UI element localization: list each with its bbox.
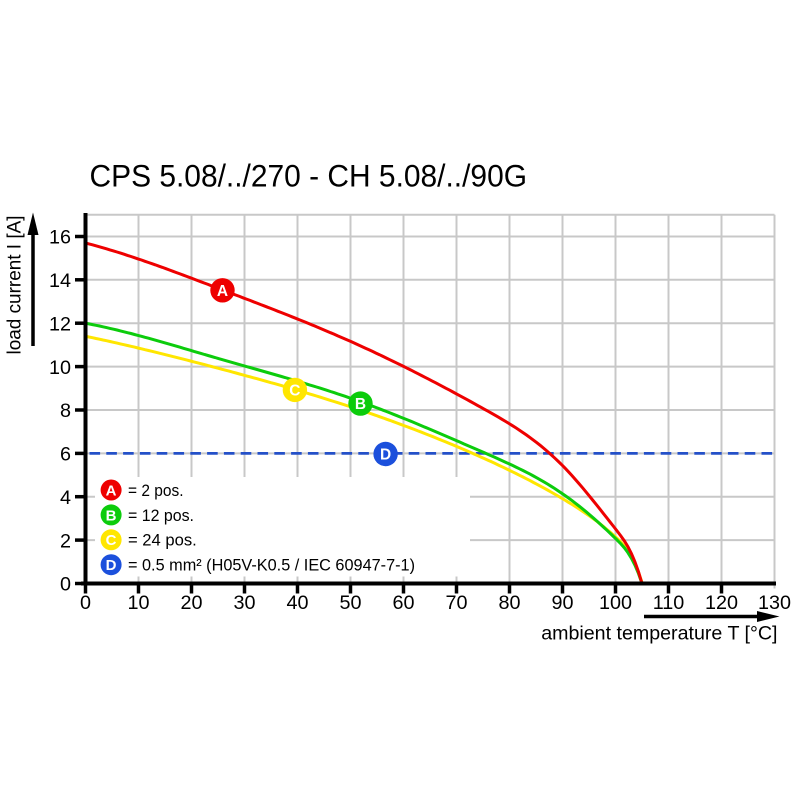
svg-text:2: 2 xyxy=(60,530,71,552)
svg-text:6: 6 xyxy=(60,444,71,466)
svg-text:4: 4 xyxy=(60,487,71,509)
svg-text:ambient temperature T [°C]: ambient temperature T [°C] xyxy=(541,623,777,645)
svg-text:14: 14 xyxy=(49,270,71,292)
svg-text:B: B xyxy=(106,507,117,524)
svg-text:C: C xyxy=(289,382,300,399)
svg-text:100: 100 xyxy=(599,592,632,614)
svg-text:16: 16 xyxy=(49,227,71,249)
svg-text:CPS 5.08/../270 - CH 5.08/../9: CPS 5.08/../270 - CH 5.08/../90G xyxy=(90,158,528,194)
svg-text:= 12 pos.: = 12 pos. xyxy=(128,507,194,525)
svg-text:C: C xyxy=(106,532,117,549)
svg-text:80: 80 xyxy=(498,592,520,614)
svg-text:30: 30 xyxy=(233,592,255,614)
svg-text:A: A xyxy=(217,283,228,300)
svg-text:120: 120 xyxy=(705,592,738,614)
svg-text:12: 12 xyxy=(49,313,71,335)
svg-text:20: 20 xyxy=(180,592,202,614)
svg-text:0: 0 xyxy=(60,574,71,596)
svg-text:60: 60 xyxy=(392,592,414,614)
svg-text:= 2 pos.: = 2 pos. xyxy=(128,482,184,500)
svg-text:D: D xyxy=(106,557,117,574)
svg-text:40: 40 xyxy=(286,592,308,614)
svg-text:10: 10 xyxy=(49,357,71,379)
svg-text:70: 70 xyxy=(445,592,467,614)
svg-text:= 0.5 mm² (H05V-K0.5 / IEC 609: = 0.5 mm² (H05V-K0.5 / IEC 60947-7-1) xyxy=(128,557,415,575)
svg-text:load current I [A]: load current I [A] xyxy=(5,216,26,355)
svg-text:110: 110 xyxy=(653,592,685,614)
svg-text:8: 8 xyxy=(60,400,71,422)
svg-text:B: B xyxy=(355,396,366,413)
svg-text:D: D xyxy=(380,447,391,464)
svg-text:130: 130 xyxy=(758,592,791,614)
svg-text:50: 50 xyxy=(339,592,361,614)
svg-text:A: A xyxy=(106,482,117,499)
svg-text:0: 0 xyxy=(80,592,91,614)
svg-text:10: 10 xyxy=(127,592,149,614)
svg-text:90: 90 xyxy=(551,592,573,614)
svg-text:= 24 pos.: = 24 pos. xyxy=(128,532,197,550)
